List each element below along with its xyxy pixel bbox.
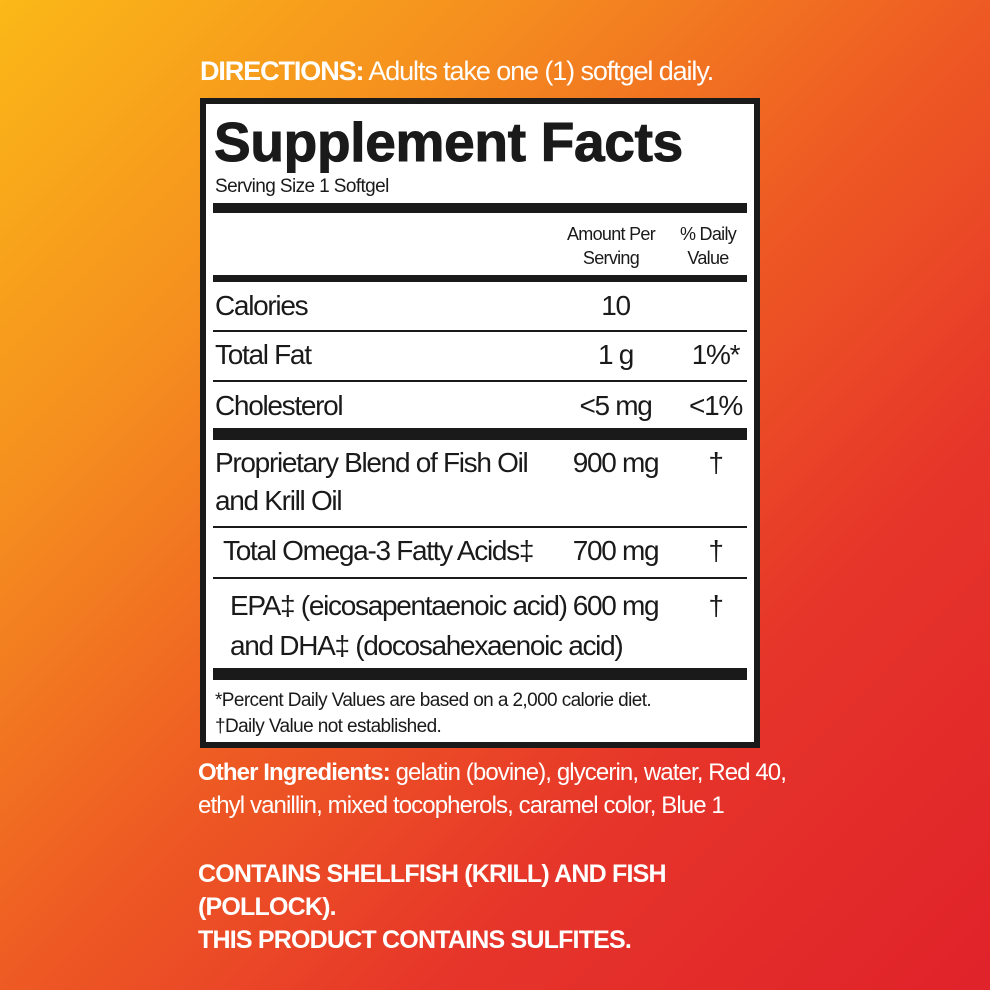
nutrient-name: Cholesterol: [215, 390, 344, 421]
divider-thin: [213, 330, 747, 332]
nutrient-amount: 700 mg: [572, 535, 660, 566]
nutrient-name: EPA‡ (eicosapentaenoic acid) and DHA‡ (do…: [230, 586, 624, 666]
nutrient-dv: †: [708, 447, 724, 478]
col-header-amount: Amount Per Serving: [556, 222, 666, 270]
nutrient-amount: 900 mg: [572, 447, 660, 478]
nutrient-name-line: and Krill Oil: [215, 485, 343, 516]
divider-thin: [213, 526, 747, 528]
col-header-dv-line: Value: [687, 248, 729, 268]
nutrient-amount: 10: [601, 290, 631, 321]
supplement-facts-panel: Supplement Facts Serving Size 1 Softgel …: [200, 98, 760, 748]
nutrient-dv: †: [708, 590, 724, 621]
footnotes: *Percent Daily Values are based on a 2,0…: [215, 688, 652, 740]
nutrient-amount: <5 mg: [579, 390, 652, 421]
nutrient-name-line: and DHA‡ (docosahexaenoic acid): [230, 630, 624, 661]
divider-thin: [213, 577, 747, 579]
directions: DIRECTIONS: Adults take one (1) softgel …: [200, 56, 714, 87]
allergen-warnings: CONTAINS SHELLFISH (KRILL) AND FISH (POL…: [198, 858, 798, 957]
warning-line: CONTAINS SHELLFISH (KRILL) AND FISH (POL…: [198, 860, 667, 921]
serving-size: Serving Size 1 Softgel: [215, 176, 389, 197]
col-header-dv: % Daily Value: [668, 222, 748, 270]
other-ingredients: Other Ingredients: gelatin (bovine), gly…: [198, 756, 798, 822]
nutrient-dv: †: [708, 535, 724, 566]
nutrient-name-line: EPA‡ (eicosapentaenoic acid): [230, 590, 568, 621]
directions-label: DIRECTIONS:: [200, 56, 365, 86]
col-header-amount-line: Amount Per: [566, 224, 656, 244]
other-ingredients-label: Other Ingredients:: [198, 759, 391, 786]
footnote: *Percent Daily Values are based on a 2,0…: [215, 690, 652, 711]
col-header-amount-line: Serving: [582, 248, 640, 268]
divider-medium: [213, 275, 747, 282]
warning-line: THIS PRODUCT CONTAINS SULFITES.: [198, 926, 632, 954]
col-header-dv-line: % Daily: [679, 224, 737, 244]
divider-thick: [213, 668, 747, 680]
nutrient-name: Total Omega-3 Fatty Acids‡: [223, 535, 534, 566]
nutrient-name: Calories: [215, 290, 309, 321]
nutrient-amount: 1 g: [597, 339, 634, 370]
nutrient-name: Total Fat: [215, 339, 312, 370]
nutrient-name: Proprietary Blend of Fish Oil and Krill O…: [215, 444, 529, 520]
divider-thin: [213, 380, 747, 382]
nutrient-dv: 1%*: [691, 339, 741, 370]
nutrient-amount: 600 mg: [572, 590, 660, 621]
divider-thick: [213, 428, 747, 440]
divider-thick: [213, 203, 747, 213]
nutrient-dv: <1%: [689, 390, 743, 421]
directions-text: Adults take one (1) softgel daily.: [363, 56, 714, 86]
other-ingredients-text: gelatin (bovine), glycerin, water, Red 4…: [198, 759, 787, 819]
nutrient-name-line: Proprietary Blend of Fish Oil: [215, 447, 529, 478]
footnote: †Daily Value not established.: [215, 716, 442, 737]
panel-title: Supplement Facts: [214, 111, 684, 174]
